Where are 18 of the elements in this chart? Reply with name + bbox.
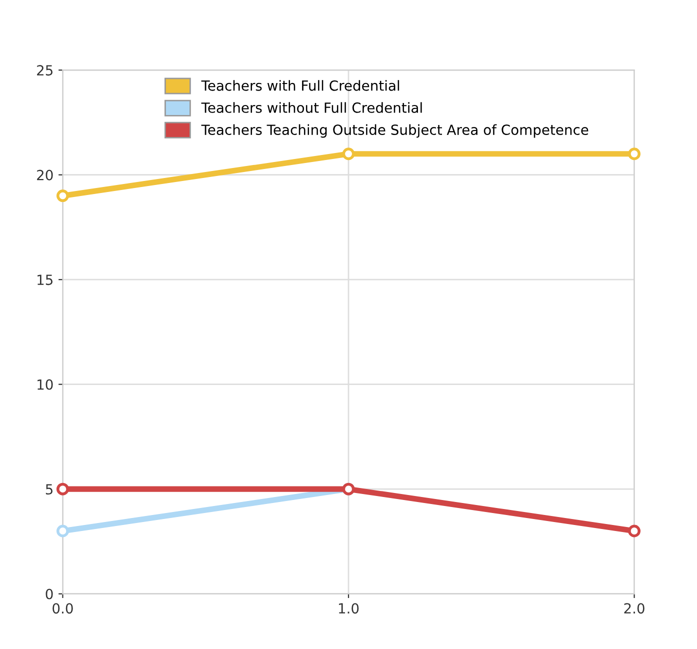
y-tick-label: 0 bbox=[46, 588, 53, 600]
legend-label: Teachers without Full Credential bbox=[201, 102, 422, 113]
point bbox=[56, 190, 69, 202]
legend-label: Teachers with Full Credential bbox=[201, 80, 400, 91]
point bbox=[56, 524, 69, 538]
point bbox=[628, 148, 641, 160]
x-tick-label: 0.0 bbox=[52, 603, 73, 614]
point bbox=[342, 148, 355, 160]
legend-label: Teachers Teaching Outside Subject Area of Competence bbox=[201, 124, 588, 138]
y-tick-label: 25 bbox=[37, 65, 52, 76]
y-tick-label: 10 bbox=[38, 379, 53, 390]
point bbox=[628, 524, 641, 538]
y-tick-label: 15 bbox=[38, 274, 52, 286]
y-tick-label: 5 bbox=[46, 484, 52, 495]
x-tick-label: 1.0 bbox=[338, 603, 359, 614]
point bbox=[56, 482, 69, 496]
y-tick-label: 20 bbox=[37, 170, 53, 180]
x-tick-label: 2.0 bbox=[624, 603, 644, 614]
